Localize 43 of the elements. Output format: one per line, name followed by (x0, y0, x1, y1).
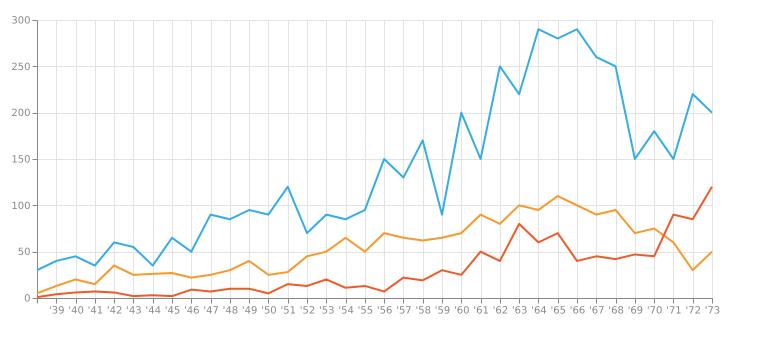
y-tick-label: 300 (11, 16, 30, 26)
y-tick-label: 200 (11, 108, 30, 120)
x-tick-label: '70 (646, 306, 662, 316)
x-tick-label: '48 (222, 306, 238, 316)
x-tick-label: '39 (49, 306, 65, 316)
x-tick-label: '68 (608, 306, 624, 316)
x-tick-label: '52 (300, 306, 316, 316)
x-tick-label: '67 (589, 306, 605, 316)
x-tick-label: '64 (531, 306, 547, 316)
x-tick-label: '69 (628, 306, 644, 316)
x-tick-label: '61 (473, 306, 489, 316)
x-tick-label: '44 (145, 306, 161, 316)
x-tick-label: '51 (280, 306, 296, 316)
x-tick-label: '47 (203, 306, 219, 316)
x-tick-label: '53 (319, 306, 335, 316)
x-tick-label: '40 (68, 306, 84, 316)
x-tick-label: '59 (434, 306, 450, 316)
x-tick-label: '43 (126, 306, 142, 316)
x-tick-label: '63 (512, 306, 528, 316)
y-tick-label: 250 (11, 62, 30, 73)
y-tick-label: 50 (18, 247, 30, 258)
y-tick-label: 0 (24, 294, 30, 304)
x-tick-label: '41 (88, 306, 104, 316)
x-tick-label: '62 (492, 306, 508, 316)
y-tick-label: 100 (11, 200, 30, 212)
x-tick-label: '58 (415, 306, 431, 316)
x-tick-label: '66 (570, 306, 586, 316)
y-tick-label: 150 (11, 154, 30, 166)
x-tick-label: '60 (454, 306, 470, 316)
x-tick-label: '42 (106, 306, 122, 316)
x-tick-label: '72 (685, 306, 701, 316)
x-tick-label: '55 (358, 306, 374, 316)
x-tick-label: '45 (164, 306, 180, 316)
x-tick-label: '56 (376, 306, 392, 316)
x-tick-label: '54 (338, 306, 354, 316)
x-tick-label: '71 (666, 306, 682, 316)
x-tick-label: '50 (261, 306, 277, 316)
x-tick-label: '65 (550, 306, 566, 316)
line-series (36, 28, 713, 272)
x-tick-label: '57 (396, 306, 412, 316)
x-tick-label: '73 (704, 306, 720, 316)
x-tick-label: '49 (242, 306, 258, 316)
x-tick-label: '46 (184, 306, 200, 316)
